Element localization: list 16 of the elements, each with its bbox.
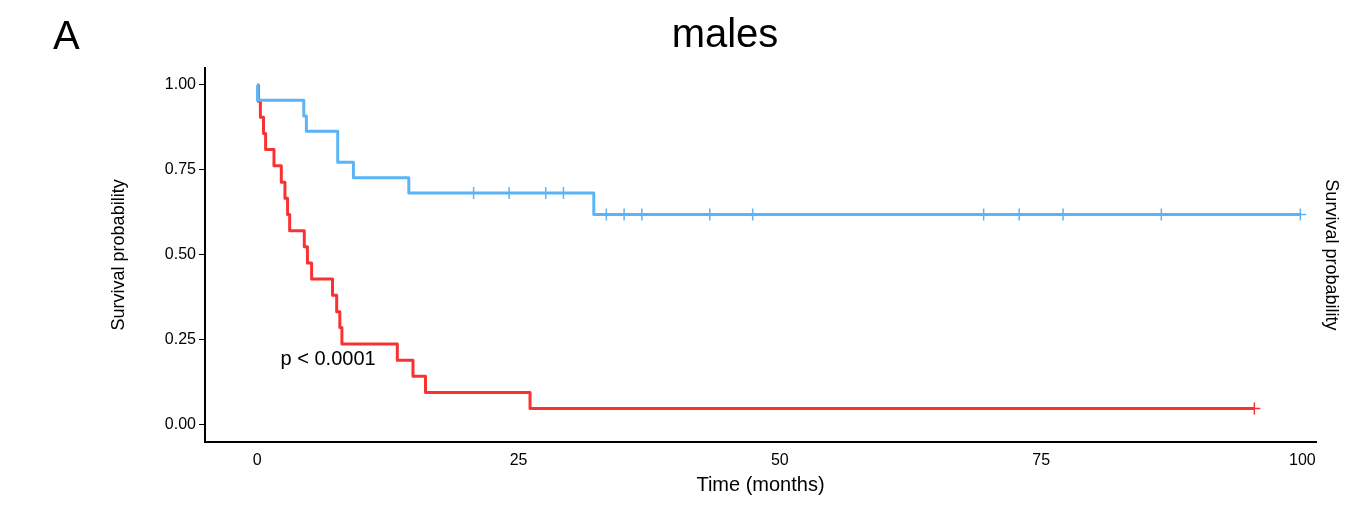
- chart-title: males: [671, 11, 779, 56]
- y-tick-label: 0.50: [164, 245, 197, 263]
- y2-axis-title: Survival probability: [1322, 179, 1343, 331]
- y-tick-label: 0.25: [164, 330, 197, 348]
- text: A: [53, 13, 80, 58]
- x-tick-label: 100: [1289, 450, 1316, 468]
- x-tick-label: 25: [509, 450, 528, 468]
- x-tick-label: 50: [770, 450, 789, 468]
- y-tick-label: 1.00: [164, 75, 197, 93]
- y-tick-label: 0.75: [164, 160, 197, 178]
- y-axis-title: Survival probability: [107, 179, 128, 331]
- x-axis-title: Time (months): [696, 472, 825, 495]
- x-tick-label: 0: [252, 450, 262, 468]
- y-tick-label: 0.00: [164, 415, 197, 433]
- annotation: p < 0.0001: [280, 347, 376, 370]
- x-tick-label: 75: [1032, 450, 1051, 468]
